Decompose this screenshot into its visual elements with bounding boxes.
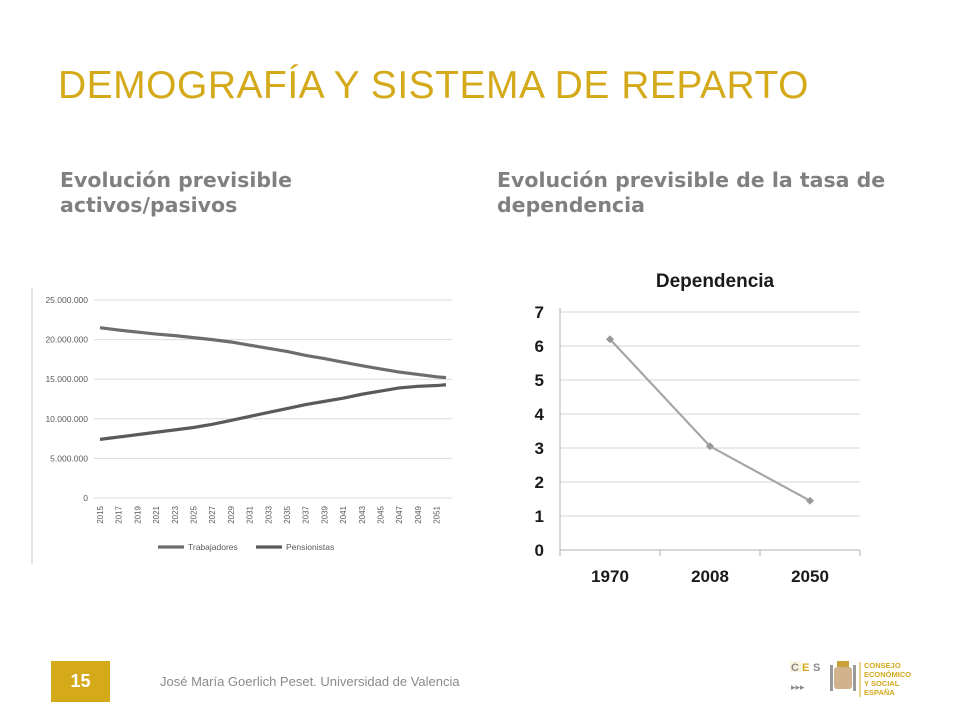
chart1-y-tick: 15.000.000	[45, 374, 88, 384]
chart1-x-tick: 2043	[358, 505, 367, 523]
chart1-y-tick: 0	[83, 493, 88, 503]
left-heading: Evolución previsible activos/pasivos	[60, 168, 292, 217]
chart2-x-tick: 2008	[691, 567, 729, 586]
ces-logo: C E S ▸▸▸ CONSEJO ECONÓMICO Y SOCIAL ESP…	[790, 661, 911, 697]
chart1-x-tick: 2035	[283, 505, 292, 523]
workers-pensioners-chart: 0 5.000.000 10.000.000 15.000.000 20.000.000…	[31, 288, 452, 564]
chart1-y-tick: 5.000.000	[50, 453, 88, 463]
chart2-y-tick: 6	[535, 337, 544, 356]
logo-line-2: ECONÓMICO	[864, 670, 911, 679]
svg-text:E: E	[802, 662, 809, 674]
page-number: 15	[51, 661, 110, 702]
chart1-y-tick: 20.000.000	[45, 335, 88, 345]
logo-line-4: ESPAÑA	[864, 688, 895, 697]
chart2-y-tick: 1	[535, 507, 544, 526]
chart2-data-point	[606, 335, 614, 344]
chart1-x-tick: 2017	[115, 505, 124, 523]
coat-of-arms-icon	[830, 661, 856, 691]
chart2-data-point	[806, 496, 814, 505]
chart1-legend-label: Trabajadores	[188, 542, 238, 552]
chart1-y-tick: 25.000.000	[45, 295, 88, 305]
chart1-x-tick: 2045	[377, 505, 386, 523]
chart2-y-tick: 3	[535, 439, 544, 458]
chart1-x-tick: 2039	[320, 505, 329, 523]
chart1-x-tick: 2047	[395, 505, 404, 523]
chart1-x-tick: 2021	[152, 505, 161, 523]
chart1-x-tick: 2031	[246, 505, 255, 523]
chart2-y-tick: 5	[535, 371, 544, 390]
chart1-x-tick: 2027	[208, 505, 217, 523]
chart2-y-tick: 4	[535, 405, 545, 424]
chart1-x-tick: 2023	[171, 505, 180, 523]
chart1-series-pensionistas	[99, 383, 447, 441]
chart2-y-tick: 2	[535, 473, 544, 492]
chart2-x-tick: 1970	[591, 567, 629, 586]
svg-text:S: S	[813, 662, 820, 674]
chart1-y-tick: 10.000.000	[45, 414, 88, 424]
logo-line-1: CONSEJO	[864, 661, 901, 670]
chart1-x-tick: 2029	[227, 505, 236, 523]
chart1-x-tick: 2019	[133, 505, 142, 523]
chart2-series-line	[609, 338, 811, 502]
right-heading: Evolución previsible de la tasa de depen…	[497, 168, 886, 217]
chart1-legend-label: Pensionistas	[286, 542, 334, 552]
chart1-x-tick: 2041	[339, 505, 348, 523]
chart2-data-point	[706, 442, 714, 451]
chart1-x-tick: 2033	[264, 505, 273, 523]
chart2-title: Dependencia	[656, 271, 775, 292]
chart2-y-tick: 7	[535, 303, 544, 322]
chart1-x-tick: 2037	[302, 505, 311, 523]
slide-title: DEMOGRAFÍA Y SISTEMA DE REPARTO	[58, 64, 809, 107]
svg-text:C: C	[791, 662, 799, 674]
logo-line-3: Y SOCIAL	[864, 679, 900, 688]
chart2-x-tick: 2050	[791, 567, 829, 586]
svg-text:▸▸▸: ▸▸▸	[791, 682, 805, 692]
chart1-x-tick: 2025	[190, 505, 199, 523]
chart1-x-tick: 2015	[96, 505, 105, 523]
chart1-x-tick: 2051	[433, 505, 442, 523]
footer-author: José María Goerlich Peset. Universidad d…	[160, 674, 460, 689]
chart1-x-tick: 2049	[414, 505, 423, 523]
chart2-y-tick: 0	[535, 541, 544, 560]
dependency-chart: Dependencia 0 1 2 3 4 5 6 7 1970 2008 2050	[535, 271, 861, 586]
ces-mark: C E S ▸▸▸	[790, 661, 820, 692]
chart1-series-trabajadores	[99, 326, 447, 380]
